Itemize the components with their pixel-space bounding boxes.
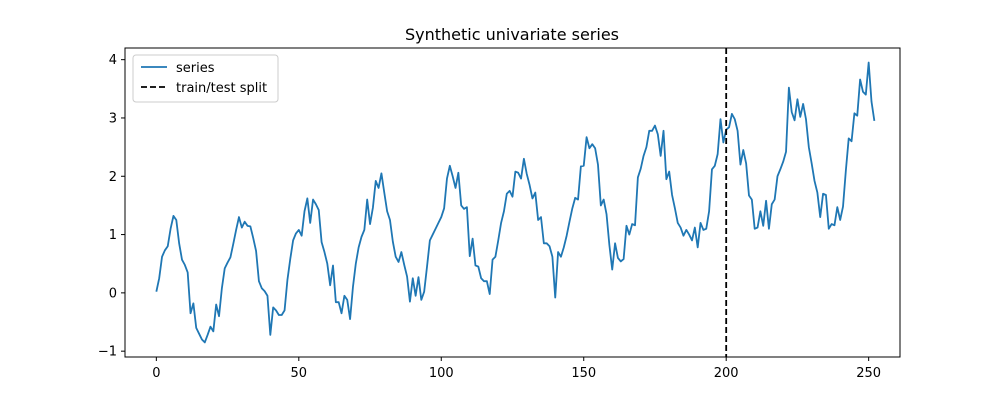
series-line xyxy=(155,61,876,344)
legend-split-label: train/test split xyxy=(176,81,267,96)
axes-frame xyxy=(124,47,901,358)
y-tick-label: 3 xyxy=(109,111,117,126)
x-tick-label: 150 xyxy=(571,366,596,381)
chart-title: Synthetic univariate series xyxy=(405,25,619,44)
y-tick-label: −1 xyxy=(98,345,117,360)
plot-area xyxy=(155,48,876,357)
legend-frame xyxy=(132,54,279,103)
x-tick-label: 0 xyxy=(152,366,160,381)
axes: 0 50 100 150 200 250 −1 0 1 2 3 4 xyxy=(98,47,901,381)
legend: series train/test split xyxy=(132,54,279,103)
y-tick-label: 4 xyxy=(109,53,117,68)
x-tick-label: 100 xyxy=(429,366,454,381)
x-tick-label: 250 xyxy=(856,366,881,381)
y-tick-label: 1 xyxy=(109,228,117,243)
x-tick-label: 200 xyxy=(714,366,739,381)
y-tick-label: 0 xyxy=(109,286,117,301)
y-tick-label: 2 xyxy=(109,170,117,185)
legend-series-label: series xyxy=(176,61,215,76)
x-tick-label: 50 xyxy=(291,366,308,381)
